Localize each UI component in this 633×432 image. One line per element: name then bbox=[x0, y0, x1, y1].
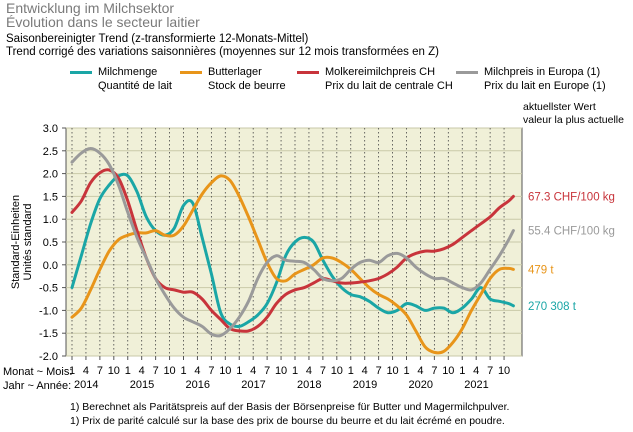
x-year-tick-label: 2014 bbox=[74, 379, 98, 391]
legend-label-butter-stock-de: Butterlager bbox=[208, 66, 262, 78]
y-tick-label: -2.0 bbox=[39, 351, 58, 363]
latest-header-fr: valeur la plus actuelle bbox=[523, 114, 624, 126]
x-month-tick-label: 1 bbox=[292, 365, 298, 377]
legend-label-eu-milk-price-fr: Prix du lait en Europe (1) bbox=[484, 80, 606, 92]
x-month-tick-label: 10 bbox=[331, 365, 343, 377]
x-month-tick-label: 10 bbox=[386, 365, 398, 377]
x-year-tick-label: 2016 bbox=[186, 379, 210, 391]
chart-title-fr: Évolution dans le secteur laitier bbox=[6, 14, 200, 30]
y-tick-label: 0.0 bbox=[43, 260, 58, 272]
series-line-1 bbox=[70, 174, 515, 355]
legend-label-ch-milk-price-de: Molkereimilchpreis CH bbox=[325, 66, 436, 78]
y-tick-label: -0.5 bbox=[39, 283, 58, 295]
x-year-tick-label: 2019 bbox=[353, 379, 377, 391]
latest-value-label-2: 67.3 CHF/100 kg bbox=[528, 191, 615, 203]
x-year-tick-label: 2015 bbox=[130, 379, 154, 391]
legend-swatch-ch-milk-price bbox=[297, 71, 319, 74]
x-month-tick-label: 7 bbox=[264, 365, 270, 377]
x-month-tick-label: 7 bbox=[208, 365, 214, 377]
x-month-tick-label: 1 bbox=[348, 365, 354, 377]
x-month-tick-label: 10 bbox=[275, 365, 287, 377]
footnote-de: 1) Berechnet als Paritätspreis auf der B… bbox=[70, 401, 510, 413]
legend-label-milk-quantity-de: Milchmenge bbox=[98, 66, 158, 78]
x-year-tick-label: 2020 bbox=[409, 379, 433, 391]
x-month-tick-label: 7 bbox=[487, 365, 493, 377]
legend-swatch-milk-quantity bbox=[70, 71, 92, 74]
x-month-tick-label: 1 bbox=[236, 365, 242, 377]
series-line-0 bbox=[70, 172, 515, 328]
y-tick-label: -1.0 bbox=[39, 305, 58, 317]
y-tick-label: 3.0 bbox=[43, 123, 58, 135]
x-month-tick-label: 4 bbox=[362, 365, 368, 377]
x-month-tick-label: 10 bbox=[219, 365, 231, 377]
y-tick-label: 0.5 bbox=[43, 237, 58, 249]
legend-label-ch-milk-price-fr: Prix du lait de centrale CH bbox=[325, 80, 453, 92]
latest-header-de: aktuellster Wert bbox=[523, 101, 596, 113]
x-axis-month-label: Monat ~ Mois: bbox=[3, 366, 73, 378]
chart-subtitle-de: Saisonbereinigter Trend (z-transformiert… bbox=[6, 33, 309, 45]
x-month-tick-label: 7 bbox=[431, 365, 437, 377]
series-line-3 bbox=[70, 147, 515, 338]
x-month-tick-label: 4 bbox=[139, 365, 145, 377]
y-tick-label: -1.5 bbox=[39, 328, 58, 340]
x-month-tick-label: 4 bbox=[83, 365, 89, 377]
x-month-tick-label: 10 bbox=[108, 365, 120, 377]
chart-title-de: Entwicklung im Milchsektor bbox=[6, 0, 175, 16]
x-month-tick-label: 1 bbox=[69, 365, 75, 377]
x-month-tick-label: 10 bbox=[163, 365, 175, 377]
x-year-tick-label: 2018 bbox=[297, 379, 321, 391]
legend-swatch-butter-stock bbox=[180, 71, 202, 74]
latest-value-label-0: 270 308 t bbox=[528, 301, 577, 313]
x-month-tick-label: 1 bbox=[459, 365, 465, 377]
x-month-tick-label: 1 bbox=[180, 365, 186, 377]
x-month-tick-label: 7 bbox=[97, 365, 103, 377]
y-tick-label: 1.0 bbox=[43, 214, 58, 226]
y-tick-label: 2.0 bbox=[43, 169, 58, 181]
legend-label-milk-quantity-fr: Quantité de lait bbox=[98, 80, 172, 92]
x-month-tick-label: 1 bbox=[403, 365, 409, 377]
x-month-tick-label: 7 bbox=[320, 365, 326, 377]
x-axis-year-label: Jahr ~ Année: bbox=[3, 380, 72, 392]
x-year-tick-label: 2017 bbox=[241, 379, 265, 391]
legend-label-eu-milk-price-de: Milchpreis in Europa (1) bbox=[484, 66, 601, 78]
y-tick-label: 2.5 bbox=[43, 146, 58, 158]
x-month-tick-label: 7 bbox=[376, 365, 382, 377]
legend-swatch-eu-milk-price bbox=[456, 71, 478, 74]
x-month-tick-label: 4 bbox=[473, 365, 479, 377]
chart-subtitle-fr: Trend corrigé des variations saisonnière… bbox=[6, 46, 439, 58]
x-month-tick-label: 10 bbox=[442, 365, 454, 377]
latest-value-label-3: 55.4 CHF/100 kg bbox=[528, 226, 615, 238]
latest-value-label-1: 479 t bbox=[528, 264, 554, 276]
x-month-tick-label: 1 bbox=[125, 365, 131, 377]
x-month-tick-label: 4 bbox=[250, 365, 256, 377]
x-month-tick-label: 10 bbox=[498, 365, 510, 377]
y-tick-label: 1.5 bbox=[43, 191, 58, 203]
x-year-tick-label: 2021 bbox=[464, 379, 488, 391]
x-month-tick-label: 4 bbox=[194, 365, 200, 377]
x-month-tick-label: 4 bbox=[306, 365, 312, 377]
x-month-tick-label: 7 bbox=[153, 365, 159, 377]
footnote-fr: 1) Prix de parité calculé sur la base de… bbox=[70, 415, 505, 427]
x-month-tick-label: 4 bbox=[417, 365, 423, 377]
legend-label-butter-stock-fr: Stock de beurre bbox=[208, 80, 286, 92]
